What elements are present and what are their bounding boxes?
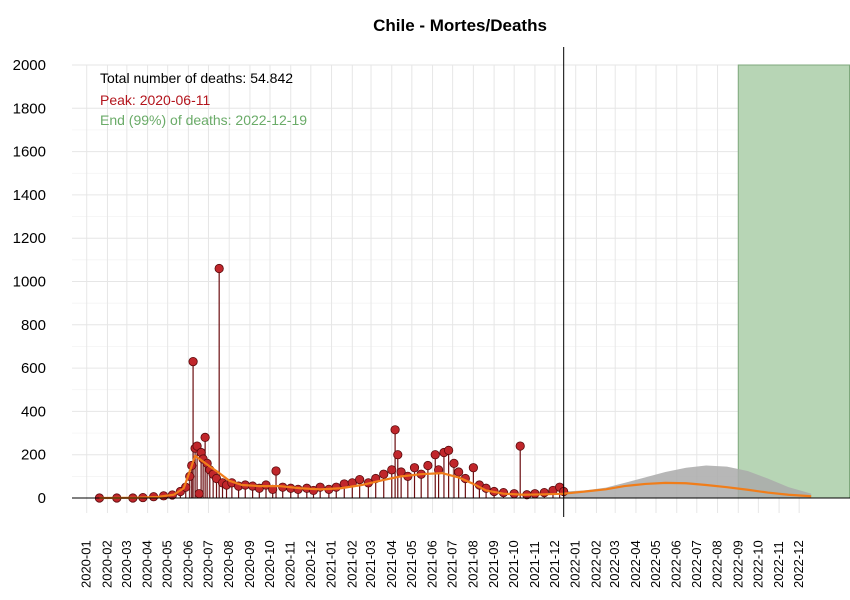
deaths-point — [331, 482, 341, 492]
x-tick-label: 2022-10 — [750, 540, 765, 588]
y-tick-label: 400 — [21, 403, 46, 420]
x-tick-label: 2020-12 — [303, 540, 318, 588]
x-tick-label: 2021-12 — [547, 540, 562, 588]
annotation-total: Total number of deaths: 54.842 — [100, 70, 293, 86]
deaths-point — [409, 463, 420, 473]
y-tick-label: 1400 — [13, 187, 46, 204]
x-tick-label: 2020-02 — [99, 540, 114, 588]
deaths-point — [214, 263, 224, 274]
annotation-peak: Peak: 2020-06-11 — [100, 92, 210, 108]
x-tick-label: 2020-07 — [200, 540, 215, 588]
y-tick-label: 600 — [21, 360, 46, 377]
x-tick-label: 2022-07 — [689, 540, 704, 588]
x-tick-label: 2020-09 — [242, 540, 257, 588]
x-tick-label: 2021-03 — [363, 540, 378, 588]
deaths-point — [379, 469, 389, 479]
x-tick-label: 2021-07 — [445, 540, 460, 588]
y-tick-label: 1800 — [13, 100, 46, 117]
deaths-point — [444, 445, 454, 455]
x-tick-label: 2020-05 — [160, 540, 175, 588]
deaths-point — [393, 450, 403, 460]
x-tick-label: 2020-03 — [119, 540, 134, 588]
x-tick-label: 2021-01 — [324, 540, 339, 588]
x-tick-label: 2022-02 — [588, 540, 603, 588]
y-tick-label: 0 — [38, 490, 46, 507]
deaths-point — [468, 463, 478, 473]
y-tick-label: 1000 — [13, 274, 46, 291]
deaths-point — [449, 458, 459, 468]
deaths-point — [423, 460, 433, 471]
x-tick-label: 2022-05 — [648, 540, 663, 588]
deaths-point — [200, 432, 210, 442]
deaths-point — [430, 450, 440, 460]
deaths-point — [454, 467, 464, 477]
x-tick-label: 2020-04 — [140, 540, 155, 588]
y-tick-label: 800 — [21, 317, 46, 334]
deaths-point — [390, 425, 400, 435]
grid-layer — [72, 64, 850, 513]
deaths-point — [355, 474, 365, 485]
x-tick-label: 2020-08 — [221, 540, 236, 588]
x-tick-label: 2022-11 — [771, 541, 786, 588]
fitted-curve — [99, 454, 812, 500]
x-tick-label: 2021-09 — [486, 540, 501, 588]
deaths-point — [188, 357, 198, 367]
x-tick-label: 2021-04 — [384, 540, 399, 588]
chart-title: Chile - Mortes/Deaths — [373, 16, 547, 35]
deaths-point — [539, 487, 549, 498]
x-tick-label: 2021-05 — [404, 540, 419, 588]
deaths-point — [194, 489, 204, 499]
end-region-rect — [737, 64, 850, 499]
x-tick-label: 2020-11 — [283, 541, 298, 588]
y-tick-label: 1600 — [13, 144, 46, 161]
deaths-point — [387, 465, 397, 475]
x-tick-label: 2020-10 — [262, 540, 277, 588]
y-tick-label: 2000 — [13, 57, 46, 74]
y-tick-label: 200 — [21, 447, 46, 464]
deaths-point — [271, 466, 281, 476]
x-tick-label: 2022-09 — [730, 540, 745, 588]
x-tick-label: 2022-06 — [669, 540, 684, 588]
deaths-point — [515, 441, 525, 451]
x-tick-label: 2021-10 — [506, 540, 521, 588]
end-region-layer — [737, 64, 850, 499]
x-tick-label: 2022-01 — [568, 540, 583, 588]
y-tick-label: 1200 — [13, 230, 46, 247]
x-tick-label: 2022-08 — [710, 540, 725, 588]
x-tick-label: 2022-12 — [791, 540, 806, 588]
axis-layer: 0 200 400 600 800 1000 1200 1400 1600 1800 2000 202… — [13, 47, 850, 588]
fitted-curve-layer — [99, 454, 812, 500]
x-tick-label: 2021-08 — [465, 540, 480, 588]
x-tick-label: 2020-06 — [180, 540, 195, 588]
annotation-end: End (99%) of deaths: 2022-12-19 — [100, 112, 307, 128]
x-tick-label: 2021-02 — [344, 540, 359, 588]
x-tick-label: 2022-04 — [628, 540, 643, 588]
x-tick-label: 2020-01 — [79, 540, 94, 588]
x-tick-label: 2021-06 — [425, 540, 440, 588]
deaths-point — [192, 441, 202, 451]
x-tick-label: 2022-03 — [607, 540, 622, 588]
x-tick-label: 2021-11 — [527, 541, 542, 588]
